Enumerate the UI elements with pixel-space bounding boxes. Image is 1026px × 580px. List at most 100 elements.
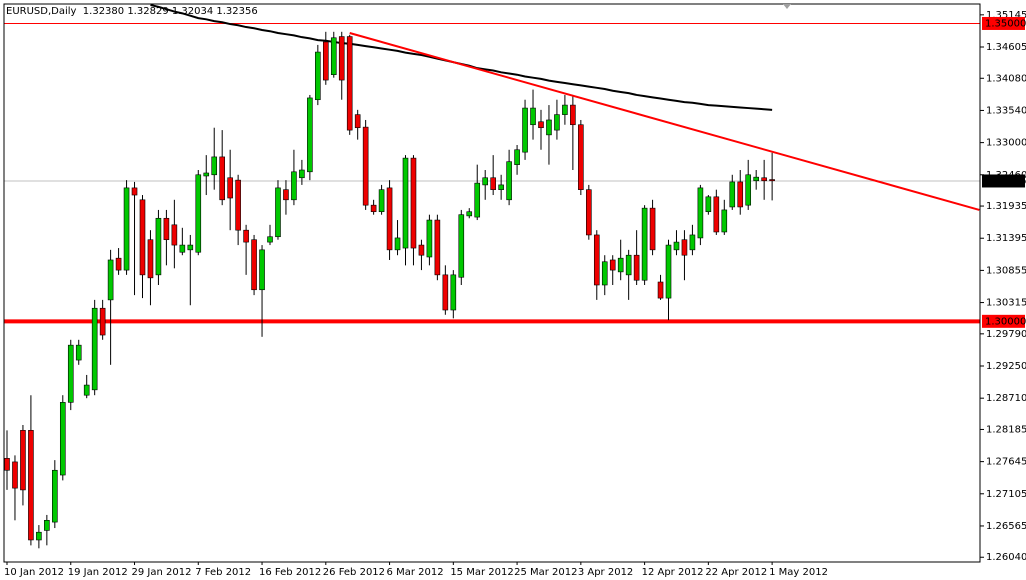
candle-body — [713, 196, 720, 233]
x-tick-label: 3 Apr 2012 — [578, 567, 633, 578]
candle-body — [227, 177, 233, 199]
candle-body — [490, 177, 496, 190]
candle-body — [147, 239, 154, 279]
candle-body — [641, 207, 648, 281]
candle-body — [346, 36, 353, 131]
chart-title: EURUSD,Daily 1.32380 1.32829 1.32034 1.3… — [6, 6, 258, 17]
candle-body — [625, 254, 632, 276]
y-tick-label: 1.30315 — [986, 298, 1026, 309]
y-tick-label: 1.33000 — [986, 138, 1026, 149]
candle-body — [139, 199, 146, 276]
candle-body — [75, 344, 82, 361]
candle-body — [28, 430, 34, 541]
candle-body — [418, 244, 425, 256]
y-tick-label: 1.27645 — [986, 457, 1026, 468]
candle-body — [203, 172, 210, 177]
plot-area — [4, 4, 980, 549]
candle-body — [307, 97, 313, 173]
candle-body — [657, 281, 664, 299]
candle-body — [729, 181, 736, 208]
candle-body — [59, 402, 66, 476]
candle-body — [378, 189, 385, 213]
candle-body — [195, 174, 202, 253]
candle-body — [235, 179, 241, 231]
candle-body — [99, 307, 106, 336]
candle-body — [12, 461, 18, 489]
candle-body — [458, 214, 465, 278]
y-tick-label: 1.29790 — [986, 329, 1026, 340]
candle-body — [753, 176, 759, 182]
x-tick-label: 22 Apr 2012 — [705, 567, 767, 578]
candle-body — [163, 217, 170, 241]
candle-body — [593, 234, 600, 286]
candle-body — [721, 209, 728, 233]
candle-body — [44, 519, 50, 531]
candle-body — [315, 51, 321, 101]
candle-body — [36, 531, 42, 541]
candle-body — [530, 107, 536, 126]
candle-body — [514, 149, 520, 165]
candle-body — [83, 384, 90, 396]
candle-body — [370, 204, 377, 213]
candle-body — [617, 257, 624, 273]
y-tick-label: 1.33540 — [986, 105, 1026, 116]
candle-body — [267, 236, 273, 243]
level-label-box — [982, 174, 1025, 188]
candle-body — [402, 157, 409, 249]
candle-body — [394, 237, 401, 251]
candle-body — [275, 187, 281, 238]
level-label-box — [982, 16, 1025, 30]
candle-body — [697, 187, 704, 239]
candle-body — [673, 241, 680, 251]
candle-body — [538, 121, 544, 129]
candle-body — [474, 182, 481, 218]
candle-body — [251, 239, 257, 291]
x-tick-label: 26 Feb 2012 — [323, 567, 385, 578]
candle-body — [665, 244, 672, 299]
candle-body — [522, 107, 528, 153]
candle-body — [211, 156, 218, 176]
candle-body — [466, 211, 473, 217]
y-tick-label: 1.29250 — [986, 361, 1026, 372]
candle-body — [171, 224, 178, 246]
candle-body — [291, 171, 297, 201]
x-tick-label: 12 Apr 2012 — [642, 567, 704, 578]
candle-body — [338, 36, 345, 81]
candle-body — [633, 254, 640, 281]
candle-body — [745, 174, 752, 206]
level-label: 1.30000 — [985, 316, 1026, 327]
y-tick-label: 1.30855 — [986, 265, 1026, 276]
candle-body — [259, 249, 265, 291]
x-tick-label: 7 Feb 2012 — [195, 567, 251, 578]
x-tick-label: 15 Mar 2012 — [450, 567, 513, 578]
candle-body — [769, 179, 775, 182]
candle-body — [187, 244, 194, 251]
candle-body — [506, 161, 512, 201]
candle-body — [123, 187, 130, 271]
candle-body — [20, 430, 26, 491]
candle-body — [689, 234, 696, 251]
x-tick-label: 29 Jan 2012 — [132, 567, 192, 578]
candle-body — [737, 181, 744, 208]
shift-marker — [783, 4, 791, 9]
candle-body — [52, 469, 58, 523]
candle-body — [107, 259, 114, 301]
candle-body — [601, 261, 608, 286]
candle-body — [761, 177, 767, 182]
x-tick-label: 6 Mar 2012 — [387, 567, 444, 578]
axes: 1.351451.346051.340801.335401.330001.324… — [4, 10, 1026, 578]
y-tick-label: 1.35145 — [986, 10, 1026, 21]
candle-body — [562, 104, 568, 115]
candle-body — [67, 344, 74, 403]
candle-body — [609, 259, 616, 271]
candle-body — [243, 229, 249, 243]
candle-body — [283, 189, 289, 201]
candle-body — [4, 458, 10, 471]
level-label-box — [982, 314, 1025, 328]
y-tick-label: 1.28185 — [986, 424, 1026, 435]
x-tick-label: 25 Mar 2012 — [514, 567, 577, 578]
level-label: 1.35000 — [985, 18, 1026, 29]
y-tick-label: 1.31935 — [986, 201, 1026, 212]
